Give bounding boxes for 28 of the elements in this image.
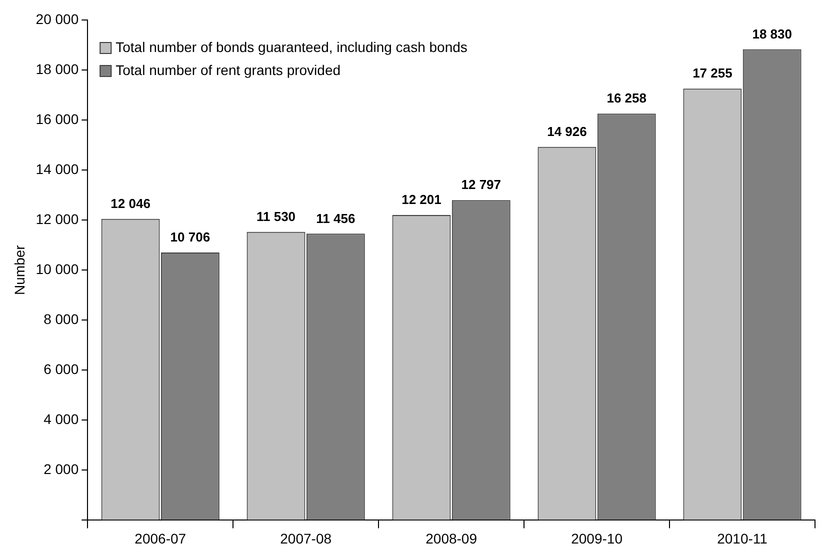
y-tick-label: 14 000	[36, 160, 79, 177]
y-tick-label: 6 000	[44, 361, 79, 377]
data-label: 18 830	[752, 26, 792, 42]
legend-label: Total number of rent grants provided	[116, 62, 341, 78]
data-label: 10 706	[170, 230, 210, 245]
y-tick-label: 18 000	[36, 60, 79, 77]
data-label: 12 797	[461, 177, 502, 192]
x-tick-label: 2007-08	[280, 530, 332, 546]
data-label: 11 456	[316, 210, 356, 226]
x-tick-label: 2010-11	[717, 530, 768, 546]
data-label: 12 046	[110, 196, 150, 212]
data-label: 11 530	[256, 208, 296, 224]
y-tick-label: 20 000	[36, 10, 79, 27]
x-tick-label: 2008-09	[426, 530, 478, 546]
legend-label: Total number of bonds guaranteed, including cash bonds	[116, 38, 468, 55]
data-label: 14 926	[547, 124, 587, 139]
y-tick-label: 8 000	[44, 310, 79, 327]
x-tick-label: 2006-07	[134, 530, 186, 546]
y-tick-label: 2 000	[44, 461, 79, 478]
data-label: 17 255	[692, 66, 732, 81]
x-tick-label: 2009-10	[571, 530, 623, 546]
data-label: 16 258	[606, 90, 646, 106]
y-tick-label: 16 000	[36, 110, 79, 127]
y-tick-label: 12 000	[36, 210, 79, 227]
y-tick-label: 10 000	[36, 260, 79, 277]
data-label: 12 201	[402, 192, 442, 208]
y-axis-title: Number	[11, 244, 28, 295]
y-tick-label: 4 000	[44, 411, 79, 428]
